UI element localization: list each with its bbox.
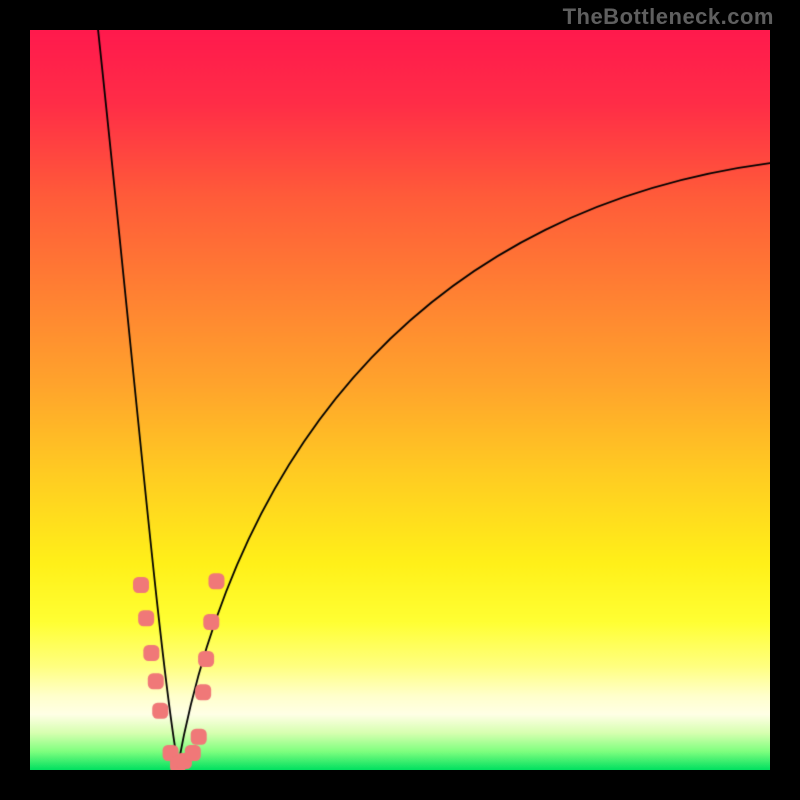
figure-outer: TheBottleneck.com bbox=[0, 0, 800, 800]
plot-area bbox=[30, 30, 770, 770]
chart-canvas bbox=[30, 30, 770, 770]
watermark-text: TheBottleneck.com bbox=[563, 4, 774, 30]
